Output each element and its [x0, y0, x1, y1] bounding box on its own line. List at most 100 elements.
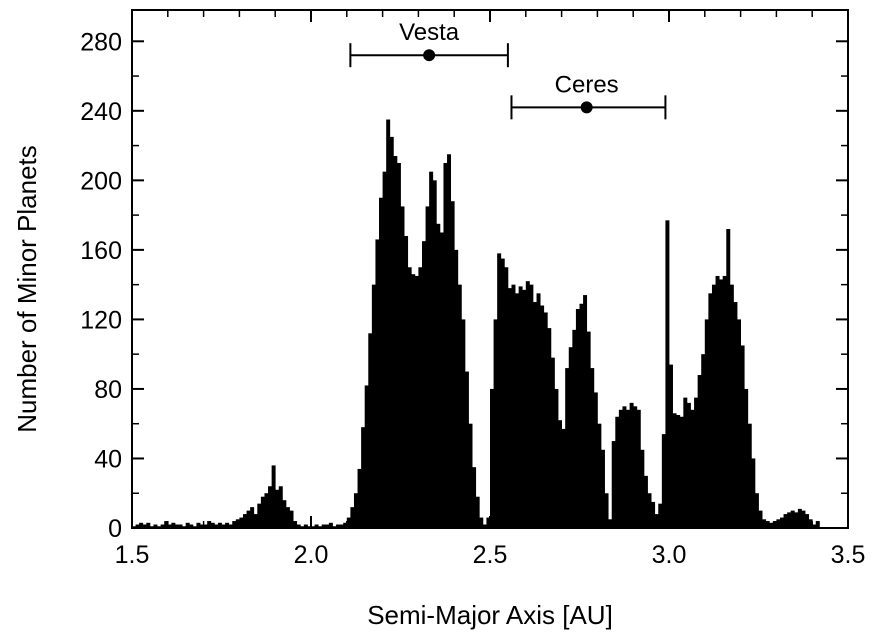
histogram-bar: [200, 524, 204, 528]
histogram-bar: [436, 223, 441, 528]
histogram-bar: [242, 514, 247, 528]
histogram-bar: [346, 517, 351, 528]
histogram-bar: [529, 284, 534, 528]
x-tick-label: 1.5: [115, 541, 150, 569]
y-tick-label: 40: [94, 445, 122, 473]
histogram-bar: [554, 388, 559, 528]
histogram-bar: [217, 522, 222, 528]
histogram-bar: [328, 522, 333, 528]
histogram-bar: [611, 441, 616, 528]
histogram-bar: [686, 402, 691, 528]
histogram-bar: [174, 524, 179, 528]
histogram-bar: [737, 319, 741, 528]
histogram-bar: [729, 284, 734, 528]
histogram-bar: [518, 286, 523, 528]
histogram-bar: [790, 510, 795, 528]
histogram-bar: [475, 496, 480, 528]
histogram-bar: [543, 312, 548, 528]
histogram-bar: [404, 235, 409, 528]
histogram-bar: [558, 420, 562, 528]
histogram-bar: [783, 514, 788, 528]
y-tick-label: 0: [108, 515, 122, 543]
histogram-bar: [203, 524, 208, 528]
histogram-bar: [722, 275, 727, 528]
histogram-bar: [185, 522, 190, 528]
y-tick-labels: 0 40 80 120 160 200 240 280: [80, 28, 122, 543]
histogram-bar: [690, 409, 695, 528]
histogram-bar: [787, 512, 792, 528]
histogram-bar: [439, 232, 444, 528]
histogram-bar: [540, 305, 545, 528]
histogram-bar: [633, 406, 638, 528]
histogram-bar: [146, 522, 151, 528]
histogram-bar: [239, 517, 244, 528]
histogram-bar: [189, 524, 194, 528]
histogram-bar: [711, 284, 716, 528]
histogram-bar: [500, 258, 505, 528]
histogram-bar: [762, 519, 767, 528]
histogram-bar: [733, 302, 738, 528]
histogram-bar: [701, 354, 706, 528]
histogram-bar: [468, 423, 473, 528]
x-tick-label: 3.5: [831, 541, 866, 569]
histogram-bar: [772, 521, 777, 528]
histogram-bar: [364, 385, 369, 528]
histogram-bar: [386, 119, 391, 528]
histogram-bar: [214, 524, 219, 528]
histogram-bar: [719, 279, 724, 528]
histogram-bar: [643, 475, 648, 528]
histogram-bar: [515, 293, 520, 528]
histogram-bar: [751, 458, 756, 528]
y-tick-label: 280: [80, 28, 122, 56]
histogram-bar: [314, 524, 319, 528]
histogram-bar: [321, 524, 326, 528]
histogram-bar: [479, 517, 484, 528]
histogram-bar: [525, 281, 530, 528]
histogram-bar: [418, 267, 423, 528]
histogram-bar: [575, 308, 580, 528]
histogram-bar: [640, 449, 645, 528]
histogram-bar: [257, 503, 262, 528]
histogram-bar: [754, 493, 759, 528]
histogram-bar: [704, 319, 709, 528]
histogram-bar: [744, 388, 749, 528]
histogram-bar: [694, 397, 699, 528]
annotation-label: Ceres: [555, 71, 619, 98]
histogram-bar: [511, 284, 516, 528]
histogram-bar: [676, 415, 681, 528]
histogram-bar: [207, 521, 212, 528]
histogram-bar: [246, 510, 251, 528]
histogram-bar: [135, 524, 140, 528]
x-tick-label: 3.0: [652, 541, 687, 569]
histogram-bar: [371, 284, 376, 528]
histogram-bar: [268, 486, 273, 528]
x-tick-label: 2.5: [473, 541, 508, 569]
histogram-bar: [253, 514, 258, 528]
y-axis-title: Number of Minor Planets: [12, 145, 42, 433]
histogram-bar: [490, 388, 494, 528]
histogram-bar: [232, 521, 237, 528]
histogram-bar: [493, 319, 498, 528]
histogram-bar: [285, 507, 290, 528]
histogram-bar: [808, 519, 813, 528]
histogram-bar: [407, 267, 412, 528]
histogram-bar: [661, 434, 666, 528]
histogram-bar: [522, 289, 527, 528]
center-marker: [580, 101, 593, 114]
y-tick-label: 160: [80, 237, 122, 265]
histogram-bar: [153, 524, 158, 528]
histogram-bar: [139, 522, 144, 528]
histogram-bar: [275, 489, 280, 528]
histogram-bar: [167, 524, 172, 528]
histogram-bar: [812, 524, 817, 528]
x-axis-title: Semi-Major Axis [AU]: [367, 600, 613, 630]
histogram-bar: [597, 423, 602, 528]
histogram-bar: [547, 328, 552, 528]
histogram-bar: [382, 171, 387, 528]
histogram-bar: [454, 249, 459, 528]
histogram-bar: [250, 507, 255, 528]
histogram-bar: [411, 274, 416, 528]
histogram-bar: [805, 514, 810, 528]
annotations: Vesta Ceres: [349, 19, 667, 120]
